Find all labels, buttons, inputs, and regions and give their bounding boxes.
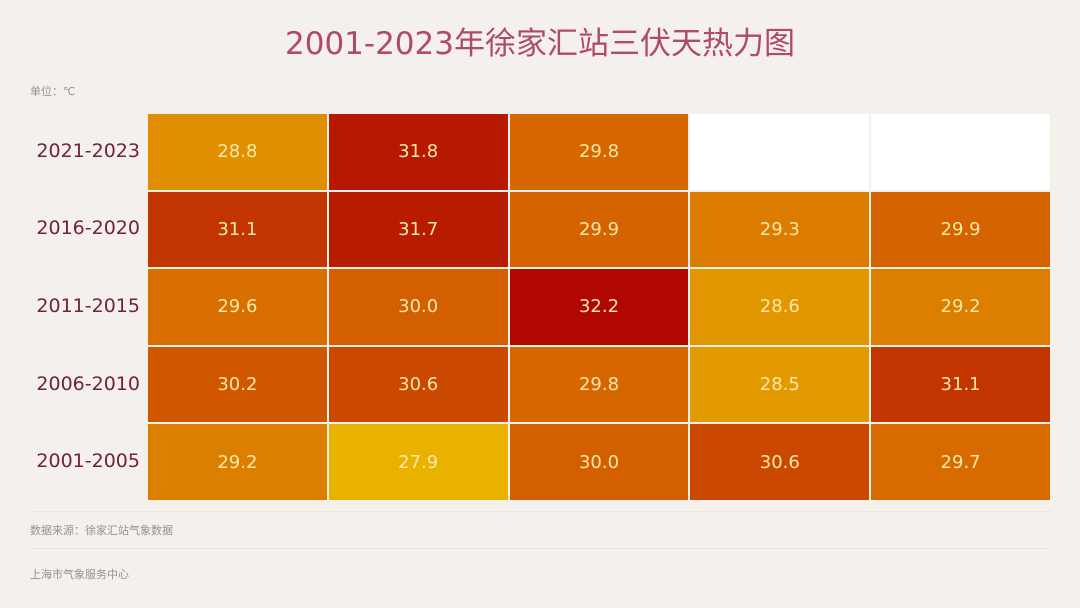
heatmap-cell xyxy=(690,114,870,190)
heatmap-grid: 28.8 31.8 29.8 31.1 31.7 29.9 29.3 29.9 29.6 30.0… xyxy=(147,113,1051,501)
unit-label: 单位：℃ xyxy=(30,85,76,98)
chart-title: 2001-2023年徐家汇站三伏天热力图 xyxy=(285,26,795,62)
heatmap-cell: 29.2 xyxy=(871,269,1050,345)
heatmap-cell: 29.9 xyxy=(509,191,689,268)
heatmap-cell: 29.9 xyxy=(871,191,1050,268)
heatmap-cell xyxy=(871,114,1050,190)
row-label: 2021-2023 xyxy=(36,139,140,162)
heatmap-cell: 31.1 xyxy=(871,346,1050,423)
heatmap-cell: 29.7 xyxy=(871,424,1050,500)
row-label: 2001-2005 xyxy=(36,450,140,473)
row-label: 2016-2020 xyxy=(36,217,140,240)
heatmap-cell: 30.6 xyxy=(328,346,508,423)
heatmap-cell: 31.8 xyxy=(328,114,508,190)
heatmap-cell: 29.3 xyxy=(690,191,870,268)
data-source: 数据来源：徐家汇站气象数据 xyxy=(30,524,173,537)
divider xyxy=(30,511,1052,512)
row-label: 2011-2015 xyxy=(36,295,140,317)
heatmap-cell: 29.6 xyxy=(148,269,327,345)
heatmap-cell: 30.0 xyxy=(509,424,689,500)
heatmap-cell: 28.5 xyxy=(690,346,870,423)
heatmap-cell: 30.2 xyxy=(148,346,327,423)
heatmap-cell: 32.2 xyxy=(509,269,689,345)
heatmap-cell: 31.7 xyxy=(328,191,508,268)
divider xyxy=(30,548,1052,549)
heatmap-cell: 30.0 xyxy=(328,269,508,345)
heatmap-cell: 31.1 xyxy=(148,191,327,268)
heatmap-cell: 27.9 xyxy=(328,424,508,500)
heatmap-cell: 28.8 xyxy=(148,114,327,190)
heatmap-cell: 29.2 xyxy=(148,424,327,500)
heatmap-cell: 28.6 xyxy=(690,269,870,345)
heatmap-cell: 30.6 xyxy=(690,424,870,500)
organization: 上海市气象服务中心 xyxy=(30,568,129,581)
heatmap-cell: 29.8 xyxy=(509,114,689,190)
heatmap-cell: 29.8 xyxy=(509,346,689,423)
row-label: 2006-2010 xyxy=(36,372,140,395)
